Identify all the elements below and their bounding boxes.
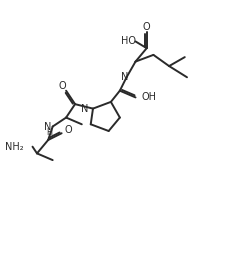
Text: O: O xyxy=(65,125,72,135)
Text: N: N xyxy=(44,122,51,132)
Text: N: N xyxy=(120,72,127,82)
Text: NH₂: NH₂ xyxy=(5,142,23,152)
Text: N: N xyxy=(81,103,88,114)
Text: O: O xyxy=(142,22,150,32)
Text: HO: HO xyxy=(121,36,136,46)
Text: OH: OH xyxy=(141,92,155,102)
Text: H: H xyxy=(46,128,52,137)
Text: O: O xyxy=(59,81,66,91)
